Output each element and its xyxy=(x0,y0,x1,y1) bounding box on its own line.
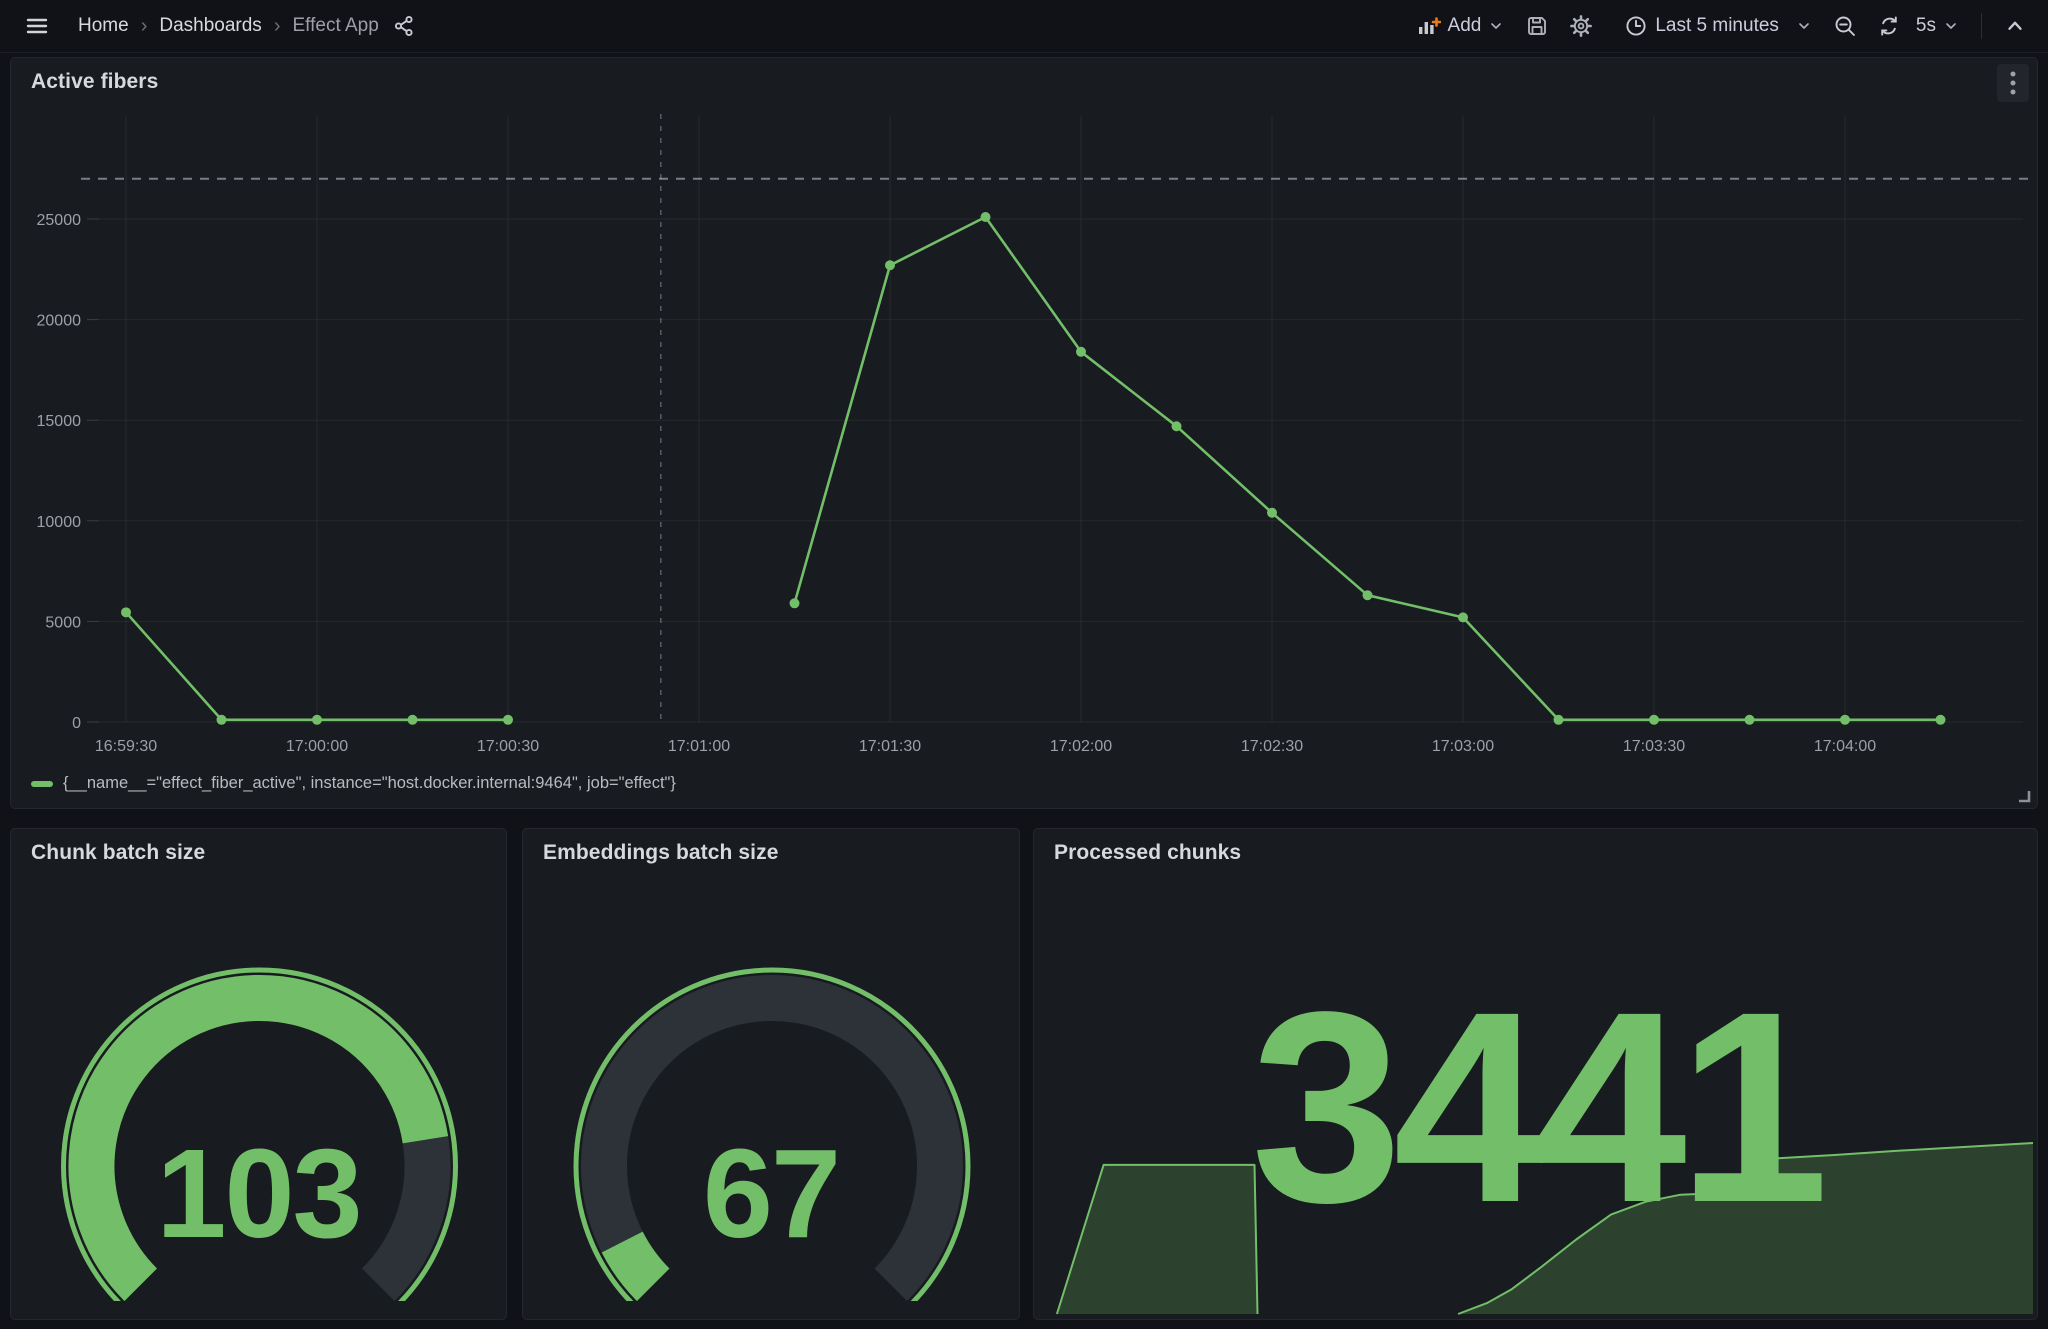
x-axis-label: 17:02:00 xyxy=(1050,738,1112,755)
stat-big-value: 3441 xyxy=(1250,955,1829,1259)
series-point-marker xyxy=(216,714,227,725)
embeddings-batch-gauge xyxy=(573,967,971,1301)
breadcrumb-separator-icon: › xyxy=(140,15,148,37)
panel-menu-kebab-icon[interactable] xyxy=(1997,64,2029,102)
series-point-marker xyxy=(121,607,131,618)
x-axis-label: 17:04:00 xyxy=(1814,738,1876,755)
series-point-marker xyxy=(503,714,513,725)
breadcrumb-current-dashboard: Effect App xyxy=(292,15,379,36)
refresh-interval-dropdown[interactable]: 5s xyxy=(1914,9,1967,43)
series-point-marker xyxy=(1744,714,1755,725)
series-point-marker xyxy=(1553,714,1564,725)
x-axis-label: 17:03:00 xyxy=(1432,738,1494,755)
y-axis-label: 5000 xyxy=(45,614,81,631)
dashboard-settings-gear-icon[interactable] xyxy=(1562,7,1600,45)
menu-hamburger-icon[interactable] xyxy=(18,7,56,45)
panel-processed-chunks: Processed chunks 3441 xyxy=(1033,828,2038,1320)
gauge-outer-ring xyxy=(61,967,458,1301)
gauge-value-arc xyxy=(68,975,449,1301)
series-point-marker xyxy=(1935,714,1946,725)
chevron-down-icon xyxy=(1491,23,1502,29)
series-point-marker xyxy=(312,714,322,725)
x-axis-label: 17:01:00 xyxy=(668,738,730,755)
series-point-marker xyxy=(1267,507,1277,518)
panel-embeddings-batch-size: Embeddings batch size 67 xyxy=(522,828,1020,1320)
series-point-marker xyxy=(1649,714,1659,725)
panel-title: Active fibers xyxy=(31,70,159,93)
series-line xyxy=(793,215,1942,722)
y-axis-label: 20000 xyxy=(37,313,82,330)
chevron-down-icon xyxy=(1799,23,1809,29)
panel-resize-handle[interactable] xyxy=(2016,788,2032,804)
top-nav-bar: Home › Dashboards › Effect App Add xyxy=(0,0,2048,53)
series-point-marker xyxy=(1076,346,1086,357)
y-axis-label: 15000 xyxy=(37,413,82,430)
add-panel-button[interactable]: Add xyxy=(1407,8,1513,44)
y-axis-label: 10000 xyxy=(37,514,82,531)
series-point-marker xyxy=(1171,421,1182,432)
panel-title: Processed chunks xyxy=(1054,841,1242,864)
x-axis-label: 17:02:30 xyxy=(1241,738,1303,755)
bar-chart-plus-icon xyxy=(1418,17,1441,34)
save-dashboard-icon[interactable] xyxy=(1518,7,1556,45)
chevron-down-icon xyxy=(1946,23,1956,29)
sparkline-line xyxy=(1457,1142,2033,1315)
legend-series-label: {__name__="effect_fiber_active", instanc… xyxy=(63,774,676,792)
series-point-marker xyxy=(1840,714,1850,725)
sparkline-line xyxy=(1055,1163,1259,1315)
refresh-interval-label: 5s xyxy=(1915,15,1936,36)
series-point-marker xyxy=(1362,590,1373,601)
series-point-marker xyxy=(885,260,895,271)
gauge-outer-ring xyxy=(573,967,971,1301)
series-point-marker xyxy=(407,714,418,725)
breadcrumb-home[interactable]: Home xyxy=(78,15,129,36)
breadcrumb-separator-icon: › xyxy=(273,15,281,37)
sparkline-area xyxy=(1056,1164,1258,1314)
legend-series-swatch xyxy=(31,780,53,787)
time-range-picker[interactable]: Last 5 minutes xyxy=(1616,8,1820,44)
gauge-track xyxy=(361,1136,451,1301)
nav-actions: Add xyxy=(1407,7,2034,45)
processed-chunks-sparkline xyxy=(1055,1142,2033,1315)
panel-active-fibers: Active fibers 0 5000 10000 15000 20000 25000 1… xyxy=(10,57,2038,809)
timeseries-chart[interactable]: 0 5000 10000 15000 20000 25000 16:59:30 17:00:0… xyxy=(11,58,2039,770)
breadcrumb-dashboards[interactable]: Dashboards xyxy=(159,15,262,36)
chunk-batch-gauge xyxy=(61,967,458,1301)
gauge-value: 67 xyxy=(702,1123,841,1264)
panel-title: Chunk batch size xyxy=(31,841,206,864)
gauge-value-arc xyxy=(601,1231,670,1301)
zoom-out-icon[interactable] xyxy=(1826,7,1864,45)
breadcrumb: Home › Dashboards › Effect App xyxy=(78,15,379,37)
x-axis-label: 17:00:30 xyxy=(477,738,539,755)
y-axis-label: 25000 xyxy=(37,212,82,229)
sparkline-area xyxy=(1458,1143,2033,1314)
series-point-marker xyxy=(1458,612,1468,623)
collapse-nav-chevron-up-icon[interactable] xyxy=(1996,7,2034,45)
gauge-track xyxy=(581,975,963,1301)
clock-icon xyxy=(1626,16,1646,36)
share-icon[interactable] xyxy=(385,7,423,45)
series-point-marker xyxy=(789,598,800,609)
panel-title: Embeddings batch size xyxy=(543,841,779,864)
series-point-marker xyxy=(980,211,991,222)
x-axis-label: 17:03:30 xyxy=(1623,738,1685,755)
panel-chunk-batch-size: Chunk batch size 103 xyxy=(10,828,507,1320)
refresh-icon[interactable] xyxy=(1870,7,1908,45)
gauge-value: 103 xyxy=(156,1123,362,1264)
x-axis-label: 17:01:30 xyxy=(859,738,921,755)
nav-divider xyxy=(1981,13,1982,39)
add-label: Add xyxy=(1447,15,1482,36)
y-axis-label: 0 xyxy=(72,715,81,732)
x-axis-label: 16:59:30 xyxy=(95,738,157,755)
x-axis-label: 17:00:00 xyxy=(286,738,348,755)
chart-legend[interactable]: {__name__="effect_fiber_active", instanc… xyxy=(31,774,676,793)
time-range-label: Last 5 minutes xyxy=(1655,15,1779,36)
